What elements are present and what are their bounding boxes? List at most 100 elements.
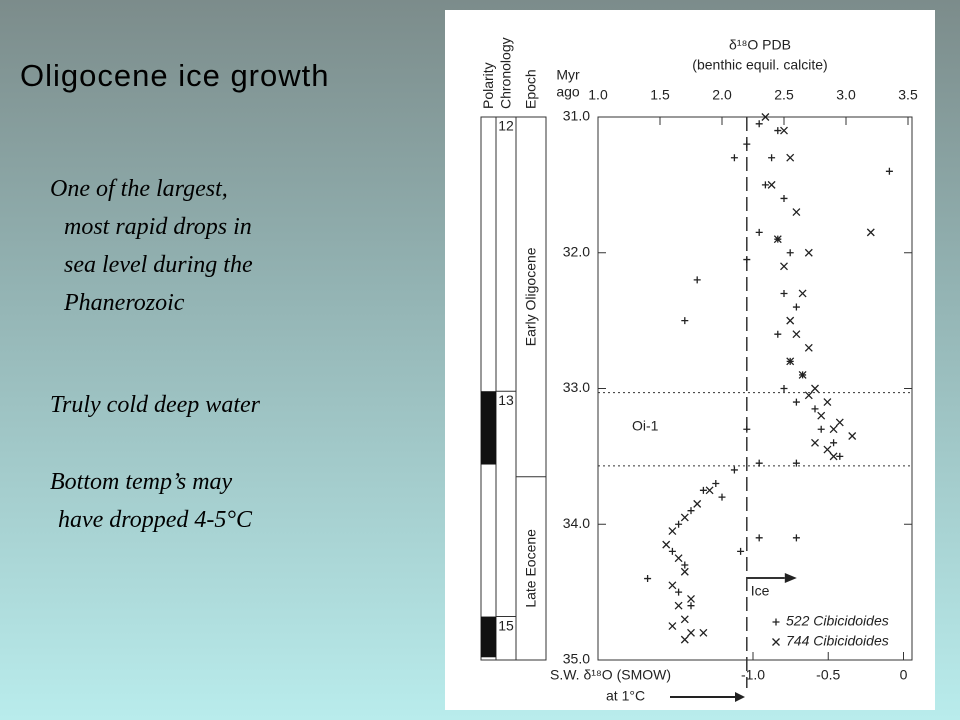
data-point — [680, 513, 689, 522]
x2-axis-label: at 1°C — [606, 688, 645, 704]
data-point — [817, 411, 826, 420]
polarity-normal — [481, 616, 496, 658]
slide-title: Oligocene ice growth — [20, 58, 330, 93]
data-point — [755, 228, 763, 236]
data-point — [780, 194, 788, 202]
data-point — [699, 628, 708, 637]
data-point — [767, 180, 776, 189]
x2-tick-label: 0 — [900, 667, 908, 683]
data-point — [681, 317, 689, 325]
data-point — [823, 445, 832, 454]
data-point — [761, 181, 769, 189]
data-point — [804, 248, 813, 257]
column-header: Epoch — [523, 69, 539, 109]
x-axis-label: δ¹⁸O PDB — [729, 37, 791, 53]
data-point — [662, 540, 671, 549]
data-point — [705, 486, 714, 495]
data-point — [798, 370, 807, 379]
data-point — [811, 384, 819, 393]
data-point — [780, 126, 788, 135]
x-tick-label: 1.0 — [588, 87, 608, 103]
y-tick-label: 34.0 — [563, 515, 590, 531]
data-point — [699, 486, 707, 494]
data-point — [780, 289, 788, 297]
data-point — [885, 167, 893, 175]
data-point — [743, 425, 751, 433]
polarity-normal — [481, 391, 496, 465]
data-point — [737, 547, 745, 555]
data-point — [687, 594, 695, 603]
data-point — [811, 438, 819, 447]
data-point — [718, 493, 726, 501]
data-point — [798, 289, 807, 298]
x2-axis-label: S.W. δ¹⁸O (SMOW) — [550, 667, 671, 683]
chron-label: 12 — [498, 118, 514, 134]
data-point — [675, 588, 683, 596]
data-point — [730, 466, 738, 474]
legend-marker — [772, 618, 780, 626]
data-point — [680, 567, 689, 576]
text-line: Phanerozoic — [64, 290, 185, 316]
data-point — [792, 398, 800, 406]
data-point — [668, 527, 677, 535]
figure-panel — [445, 10, 935, 710]
data-point — [804, 391, 813, 400]
data-point — [780, 262, 788, 271]
y-tick-label: 31.0 — [563, 108, 590, 124]
data-point — [811, 405, 819, 413]
data-point — [866, 228, 875, 237]
text-line: Truly cold deep water — [50, 392, 260, 418]
x2-tick-label: -1.0 — [741, 667, 765, 683]
text-line: have dropped 4-5°C — [58, 507, 253, 533]
text-line: Bottom temp’s may — [50, 469, 233, 495]
data-point — [835, 418, 844, 427]
data-point — [792, 303, 800, 311]
data-point — [804, 343, 813, 352]
data-point — [774, 127, 782, 135]
data-point — [743, 256, 751, 264]
data-point — [768, 154, 776, 162]
data-point — [712, 480, 720, 488]
text-line: sea level during the — [64, 252, 253, 278]
data-point — [761, 113, 770, 121]
data-point — [830, 439, 838, 447]
data-point — [755, 459, 763, 467]
data-point — [730, 154, 738, 162]
column-header: Polarity — [480, 62, 496, 109]
data-point — [792, 208, 801, 216]
y-tick-label: 32.0 — [563, 243, 590, 259]
y-axis-label: ago — [556, 84, 580, 100]
arrow-head — [735, 692, 745, 702]
data-point — [786, 153, 795, 162]
data-point — [786, 249, 794, 257]
chron-label: 13 — [498, 392, 514, 408]
data-point — [675, 520, 683, 528]
data-point — [674, 601, 683, 610]
data-point — [792, 330, 801, 339]
x-axis-note: (benthic equil. calcite) — [692, 57, 827, 73]
x-tick-label: 2.0 — [712, 87, 732, 103]
data-point — [786, 357, 795, 366]
data-point — [773, 235, 782, 244]
data-point — [780, 385, 788, 392]
data-point — [792, 534, 800, 542]
data-point — [693, 499, 702, 508]
text-line: most rapid drops in — [64, 214, 252, 240]
data-point — [687, 628, 695, 637]
data-point — [829, 425, 838, 434]
data-point — [693, 276, 701, 284]
y-tick-label: 33.0 — [563, 379, 590, 395]
data-point — [792, 459, 800, 467]
data-point — [687, 507, 695, 515]
data-point — [848, 432, 857, 440]
data-point — [755, 534, 763, 542]
x-tick-label: 1.5 — [650, 87, 670, 103]
data-point — [668, 547, 676, 555]
arrow-head — [784, 573, 797, 583]
legend-label: 522 Cibicidoides — [786, 613, 889, 629]
column-header: Chronology — [498, 37, 514, 109]
data-point — [680, 615, 689, 624]
chron-label: 15 — [498, 617, 514, 633]
